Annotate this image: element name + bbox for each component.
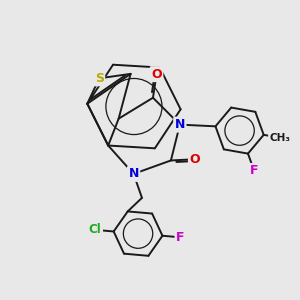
Text: N: N (128, 167, 139, 180)
Text: S: S (95, 72, 104, 85)
Text: CH₃: CH₃ (269, 133, 290, 143)
Text: Cl: Cl (89, 224, 102, 236)
Text: F: F (176, 231, 184, 244)
Text: N: N (175, 118, 185, 131)
Text: F: F (250, 164, 259, 178)
Text: O: O (189, 153, 200, 166)
Text: O: O (151, 68, 162, 81)
